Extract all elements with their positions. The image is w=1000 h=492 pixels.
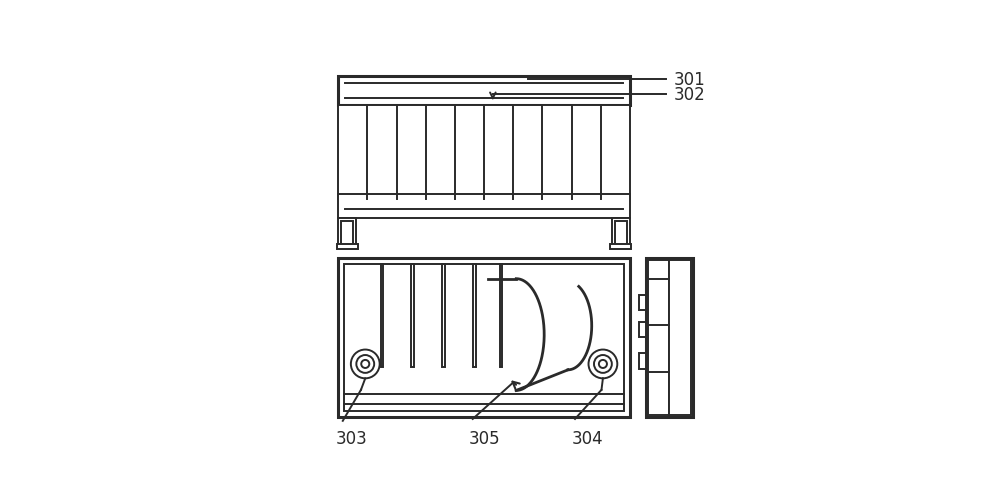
Bar xyxy=(669,260,691,415)
Bar xyxy=(615,221,627,245)
Bar xyxy=(381,264,383,367)
Bar xyxy=(338,218,356,245)
Bar xyxy=(639,295,646,310)
Bar xyxy=(338,104,630,199)
Bar xyxy=(610,244,631,249)
Bar xyxy=(341,221,353,245)
Bar xyxy=(411,264,414,367)
Text: 303: 303 xyxy=(335,430,367,448)
Bar xyxy=(344,264,624,411)
Bar xyxy=(338,194,630,218)
Text: 302: 302 xyxy=(674,86,705,104)
Bar xyxy=(639,353,646,369)
Bar xyxy=(473,264,476,367)
Text: 301: 301 xyxy=(674,71,705,89)
Text: 304: 304 xyxy=(571,430,603,448)
Bar xyxy=(338,258,630,417)
Bar xyxy=(612,218,630,245)
Bar xyxy=(338,76,630,104)
Bar xyxy=(500,264,502,367)
Bar xyxy=(442,264,445,367)
Bar xyxy=(337,244,358,249)
Bar xyxy=(646,258,693,417)
Bar xyxy=(648,260,669,415)
Text: 305: 305 xyxy=(469,430,501,448)
Bar xyxy=(639,322,646,338)
